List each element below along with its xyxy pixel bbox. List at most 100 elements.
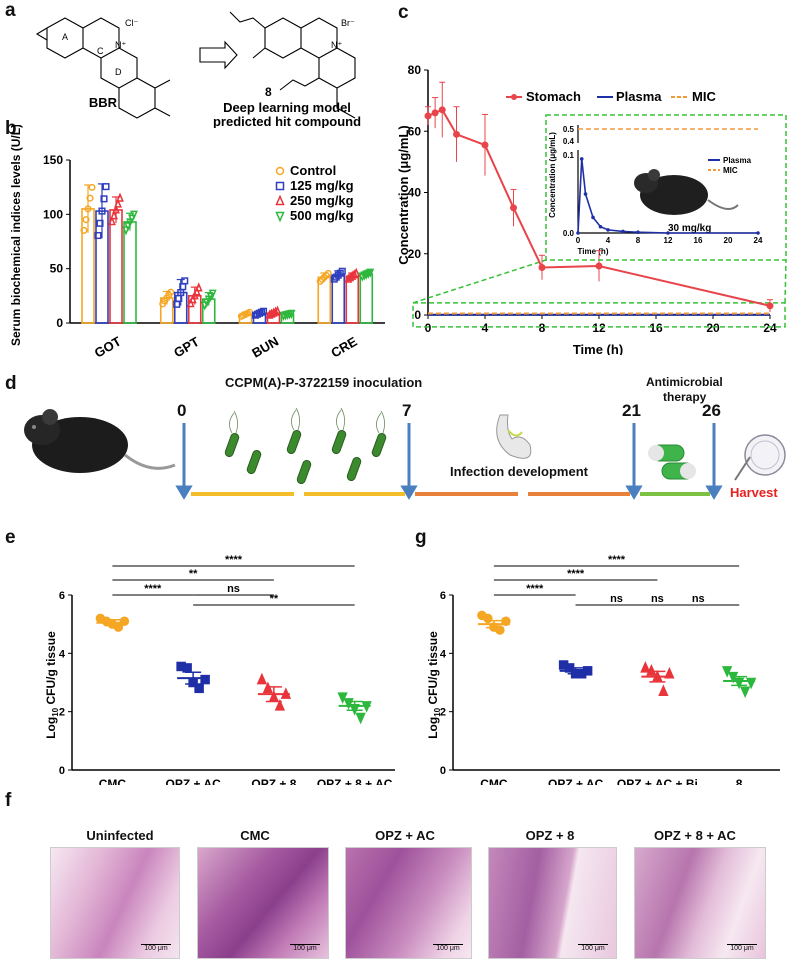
chart-g: Log10 CFU/g tissue 0 2 4 6 CMC OPZ + AC OPZ + …: [426, 554, 780, 785]
chart-b-point: [287, 309, 296, 320]
chart-c-xtick-label: 20: [706, 321, 720, 335]
chart-b-point: [271, 306, 280, 316]
inset-xtick-label: 0: [576, 236, 581, 245]
chart-b-point: [273, 305, 282, 315]
chart-b-bar: [359, 273, 374, 324]
chart-c-stomach-point: [424, 112, 432, 120]
chart-b-point: [94, 231, 102, 240]
data-point: [640, 661, 651, 673]
chart-c-xtick-label: 0: [425, 321, 432, 335]
chart-b-point: [84, 205, 92, 213]
chart-b: Serum biochemical indices levels (U/L) C…: [9, 125, 385, 360]
pills-icon: [648, 444, 696, 480]
chart-b-ytick-label: 0: [56, 316, 63, 330]
inset-plasma-point: [621, 229, 625, 234]
chart-b-point: [257, 308, 266, 316]
panel-letter-a: a: [5, 0, 16, 21]
ytick-label: 4: [59, 648, 66, 660]
chart-c-xtick-label: 8: [539, 321, 546, 335]
category-label: CMC: [480, 777, 508, 785]
chart-b-ytick-label: 100: [43, 207, 63, 221]
inset-xtick-label: 12: [664, 236, 673, 245]
chart-b-point: [82, 216, 90, 224]
data-point: [664, 666, 675, 679]
chart-b-point: [86, 194, 94, 202]
category-label: OPZ + 8 + AC: [317, 777, 393, 785]
chart-b-category-label: CRE: [328, 334, 360, 360]
chart-b-point: [208, 289, 217, 299]
inset-xtick-label: 8: [636, 236, 641, 245]
mouse-image: [24, 409, 176, 473]
scale-bar: 100 μm: [141, 944, 171, 952]
scale-bar: 100 μm: [727, 944, 757, 952]
chart-b-point: [126, 218, 134, 228]
significance-label: **: [270, 593, 279, 605]
inset-ytick-label: 0.1: [563, 151, 575, 160]
chart-b-point: [194, 282, 203, 292]
inset-mouse-image: [634, 169, 739, 215]
chart-b-point: [80, 226, 88, 234]
inset-legend-mic: MIC: [723, 166, 738, 175]
significance-label: ****: [225, 554, 243, 566]
chart-b-point: [324, 269, 332, 277]
chart-b-category-label: GOT: [92, 334, 124, 360]
ring-label-d: D: [115, 67, 122, 77]
chart-b-point: [332, 273, 340, 281]
data-point: [262, 681, 274, 694]
chart-b-point: [88, 183, 96, 191]
chart-b-point: [122, 226, 130, 236]
data-point: [182, 663, 192, 673]
day-7: 7: [402, 401, 412, 420]
data-point: [119, 616, 130, 626]
significance-label: ****: [567, 568, 585, 580]
compound-number: 8: [265, 85, 272, 99]
chart-e: Log10 CFU/g tissue 0 2 4 6 CMC OPZ + AC OPZ + …: [44, 554, 395, 785]
scale-bar: 100 μm: [578, 944, 608, 952]
chart-c-zoom-line: [784, 259, 787, 303]
chart-b-point: [108, 216, 116, 226]
chart-g-ylabel: Log10 CFU/g tissue: [426, 631, 442, 739]
chart-b-point: [334, 271, 342, 279]
chart-c-stomach-point: [481, 141, 489, 149]
legend-control: Control: [290, 163, 336, 178]
histo-title-cmc: CMC: [240, 828, 270, 843]
data-point: [745, 677, 757, 690]
inset-plasma-point: [583, 192, 588, 196]
data-point: [337, 692, 348, 704]
inset-plasma-point: [756, 231, 760, 235]
chart-c-stomach-point: [766, 302, 774, 310]
inset-plasma-point: [636, 230, 640, 235]
legend-mic: MIC: [692, 89, 716, 104]
chart-b-point: [259, 307, 268, 315]
day-21: 21: [622, 401, 641, 420]
chart-c-inset-frame: [545, 114, 787, 261]
histo-title-opz-8-ac: OPZ + 8 + AC: [654, 828, 736, 843]
scalpel-icon: [734, 456, 751, 481]
ytick-label: 6: [59, 590, 65, 602]
chart-b-point: [167, 288, 175, 296]
significance-label: ns: [651, 593, 664, 605]
chart-c-ytick-label: 0: [414, 308, 421, 322]
category-label: CMC: [99, 777, 127, 785]
chart-b-legend-marker: [275, 211, 285, 223]
histology-image-cmc: 100 μm: [197, 847, 329, 959]
chart-b-legend-marker: [275, 166, 285, 176]
day-0: 0: [177, 401, 187, 420]
chart-c-xtick-label: 12: [592, 321, 606, 335]
category-label: OPZ + AC: [166, 777, 222, 785]
histology-image-opz-ac: 100 μm: [345, 847, 472, 959]
scale-bar: 100 μm: [433, 944, 463, 952]
chart-c-stomach-point: [453, 130, 460, 138]
harvest-label: Harvest: [730, 485, 778, 500]
chart-b-category-label: BUN: [249, 334, 281, 360]
day-26: 26: [702, 401, 721, 420]
chart-c-stomach-point: [431, 109, 439, 117]
chart-b-category-label: GPT: [171, 334, 202, 360]
stomach-icon: [496, 414, 532, 459]
chart-b-point: [352, 267, 361, 277]
inset-plasma-point: [598, 224, 603, 229]
significance-label: ****: [608, 554, 626, 566]
data-point: [658, 684, 669, 696]
chart-b-point: [98, 207, 106, 215]
chart-b-point: [114, 198, 122, 208]
